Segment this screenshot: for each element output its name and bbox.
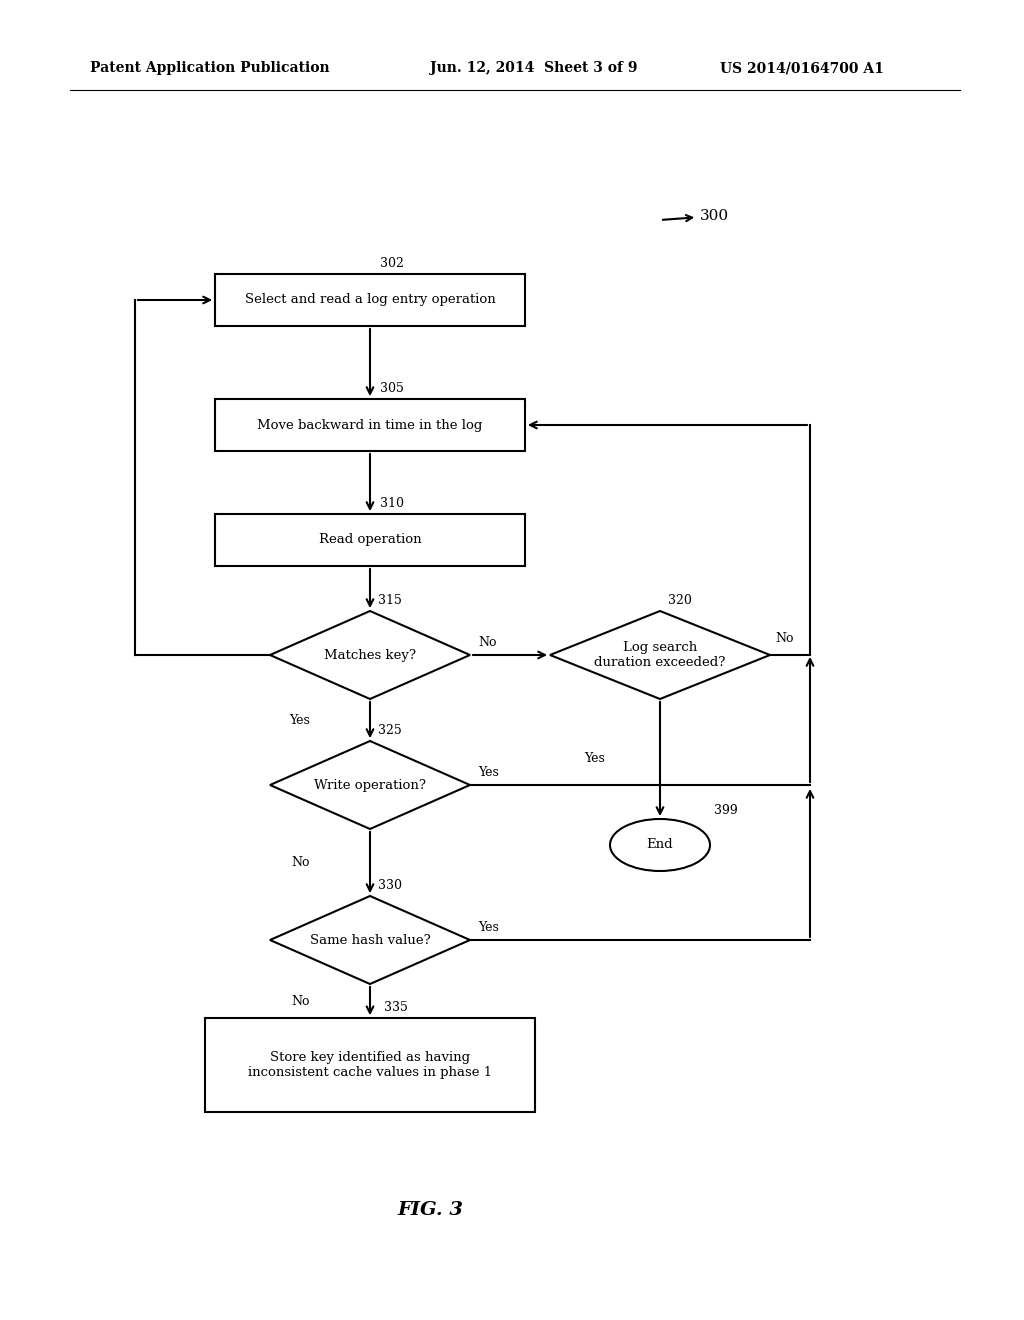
Text: 310: 310	[380, 498, 404, 510]
Text: No: No	[775, 632, 794, 645]
Polygon shape	[270, 741, 470, 829]
Text: 320: 320	[668, 594, 692, 607]
Text: Patent Application Publication: Patent Application Publication	[90, 61, 330, 75]
Text: 335: 335	[384, 1001, 408, 1014]
Ellipse shape	[610, 818, 710, 871]
Text: FIG. 3: FIG. 3	[397, 1201, 463, 1218]
Text: Move backward in time in the log: Move backward in time in the log	[257, 418, 482, 432]
Text: 305: 305	[380, 381, 403, 395]
Text: Store key identified as having
inconsistent cache values in phase 1: Store key identified as having inconsist…	[248, 1051, 493, 1078]
Bar	[205, 1018, 535, 1111]
Text: 325: 325	[378, 723, 401, 737]
Text: No: No	[292, 994, 310, 1007]
Text: End: End	[647, 838, 674, 851]
Polygon shape	[270, 611, 470, 700]
Polygon shape	[270, 896, 470, 983]
Text: 300: 300	[663, 209, 729, 223]
Polygon shape	[550, 611, 770, 700]
Text: Write operation?: Write operation?	[314, 779, 426, 792]
Text: No: No	[478, 636, 497, 649]
Text: Yes: Yes	[478, 921, 499, 935]
Text: Same hash value?: Same hash value?	[309, 933, 430, 946]
Text: Yes: Yes	[584, 752, 605, 766]
Text: Select and read a log entry operation: Select and read a log entry operation	[245, 293, 496, 306]
Text: Read operation: Read operation	[318, 533, 421, 546]
Text: Yes: Yes	[289, 714, 310, 726]
Text: US 2014/0164700 A1: US 2014/0164700 A1	[720, 61, 884, 75]
Text: 330: 330	[378, 879, 402, 892]
Text: No: No	[292, 855, 310, 869]
Bar	[215, 399, 525, 451]
Text: Matches key?: Matches key?	[324, 648, 416, 661]
Text: Log search
duration exceeded?: Log search duration exceeded?	[594, 642, 726, 669]
Text: 302: 302	[380, 257, 403, 271]
Bar	[215, 275, 525, 326]
Text: 399: 399	[714, 804, 737, 817]
Text: 315: 315	[378, 594, 401, 607]
Text: Yes: Yes	[478, 766, 499, 779]
Text: Jun. 12, 2014  Sheet 3 of 9: Jun. 12, 2014 Sheet 3 of 9	[430, 61, 638, 75]
Bar	[215, 513, 525, 566]
